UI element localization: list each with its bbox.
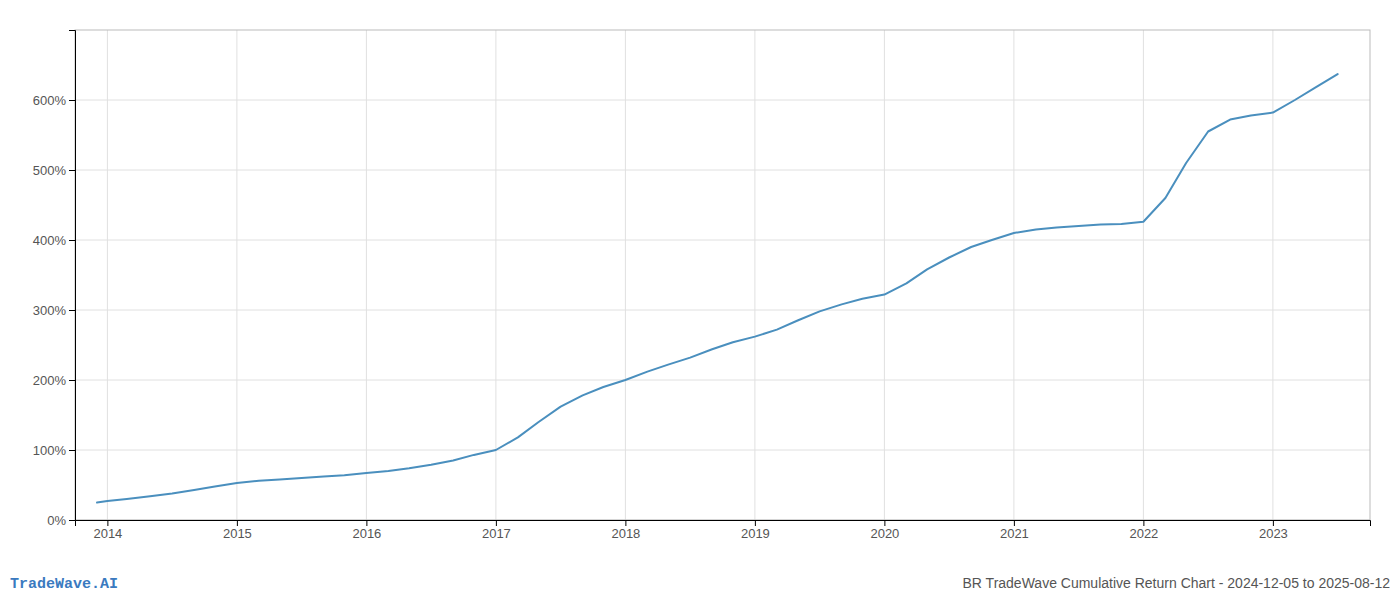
tick-mark xyxy=(69,170,75,171)
tick: 600% xyxy=(33,93,75,108)
tick-mark xyxy=(69,380,75,381)
grid-line xyxy=(754,30,755,520)
grid-line xyxy=(75,380,1370,381)
tick-mark xyxy=(1143,520,1144,526)
tick: 2018 xyxy=(611,520,640,541)
tick-label: 600% xyxy=(33,93,67,108)
tick: 0% xyxy=(47,513,75,528)
grid-line xyxy=(1013,30,1014,520)
tick-label: 400% xyxy=(33,233,67,248)
tick-label: 200% xyxy=(33,373,67,388)
tick-label: 2020 xyxy=(870,526,899,541)
tick: 2020 xyxy=(870,520,899,541)
line xyxy=(97,74,1338,502)
tick-label: 100% xyxy=(33,443,67,458)
tick: 500% xyxy=(33,163,75,178)
tick: 2023 xyxy=(1259,520,1288,541)
tick-label: 2022 xyxy=(1129,526,1158,541)
y-axis: 0% 100% 200% 300% 400% 500% 600% xyxy=(33,31,76,528)
grid-line xyxy=(107,30,108,520)
axis-line xyxy=(69,31,76,521)
tick-mark xyxy=(69,310,75,311)
tick: 2017 xyxy=(482,520,511,541)
tick-mark xyxy=(1273,520,1274,526)
grid-line xyxy=(366,30,367,520)
tick: 2021 xyxy=(1000,520,1029,541)
grid-line xyxy=(75,170,1370,171)
tick-label: 2021 xyxy=(1000,526,1029,541)
tick-label: 2014 xyxy=(93,526,122,541)
tick: 2015 xyxy=(223,520,252,541)
grid-line xyxy=(75,450,1370,451)
tick-label: 0% xyxy=(47,513,66,528)
axis-line xyxy=(76,521,1371,527)
grid-line xyxy=(75,240,1370,241)
grid-line xyxy=(884,30,885,520)
tick: 400% xyxy=(33,233,75,248)
tick-label: 300% xyxy=(33,303,67,318)
title: BR TradeWave Cumulative Return Chart - 2… xyxy=(963,575,1391,591)
chart: 2014 2015 2016 2017 2018 2019 2020 2021 2022 2023… xyxy=(0,0,1400,600)
tick-mark xyxy=(69,450,75,451)
grid-line xyxy=(1143,30,1144,520)
grid-line xyxy=(1272,30,1273,520)
tick-label: 2017 xyxy=(482,526,511,541)
tick: 100% xyxy=(33,443,75,458)
tick-mark xyxy=(69,240,75,241)
tick-label: 2019 xyxy=(741,526,770,541)
tick-label: 500% xyxy=(33,163,67,178)
tick-mark xyxy=(755,520,756,526)
tick-mark xyxy=(237,520,238,526)
tick-mark xyxy=(69,520,75,521)
tick: 300% xyxy=(33,303,75,318)
grid-line xyxy=(236,30,237,520)
tick-label: 2015 xyxy=(223,526,252,541)
tick-mark xyxy=(107,520,108,526)
tick-mark xyxy=(366,520,367,526)
annotation: TradeWave.AI xyxy=(10,576,118,593)
grid-line xyxy=(75,310,1370,311)
grid-line xyxy=(495,30,496,520)
tick-label: 2016 xyxy=(352,526,381,541)
tick-mark xyxy=(496,520,497,526)
x-axis: 2014 2015 2016 2017 2018 2019 2020 2021 2022 2023 xyxy=(76,520,1371,541)
tick: 2019 xyxy=(741,520,770,541)
tick-label: 2023 xyxy=(1259,526,1288,541)
tick: 200% xyxy=(33,373,75,388)
tick-mark xyxy=(625,520,626,526)
tick-label: 2018 xyxy=(611,526,640,541)
tick: 2022 xyxy=(1129,520,1158,541)
grid-line xyxy=(625,30,626,520)
tick-mark xyxy=(69,100,75,101)
grid-line xyxy=(75,100,1370,101)
plot-area xyxy=(97,74,1338,502)
plot-frame xyxy=(75,30,1370,520)
tick: 2016 xyxy=(352,520,381,541)
tick: 2014 xyxy=(93,520,122,541)
grid xyxy=(75,30,1370,520)
tick-mark xyxy=(1014,520,1015,526)
tick-mark xyxy=(884,520,885,526)
